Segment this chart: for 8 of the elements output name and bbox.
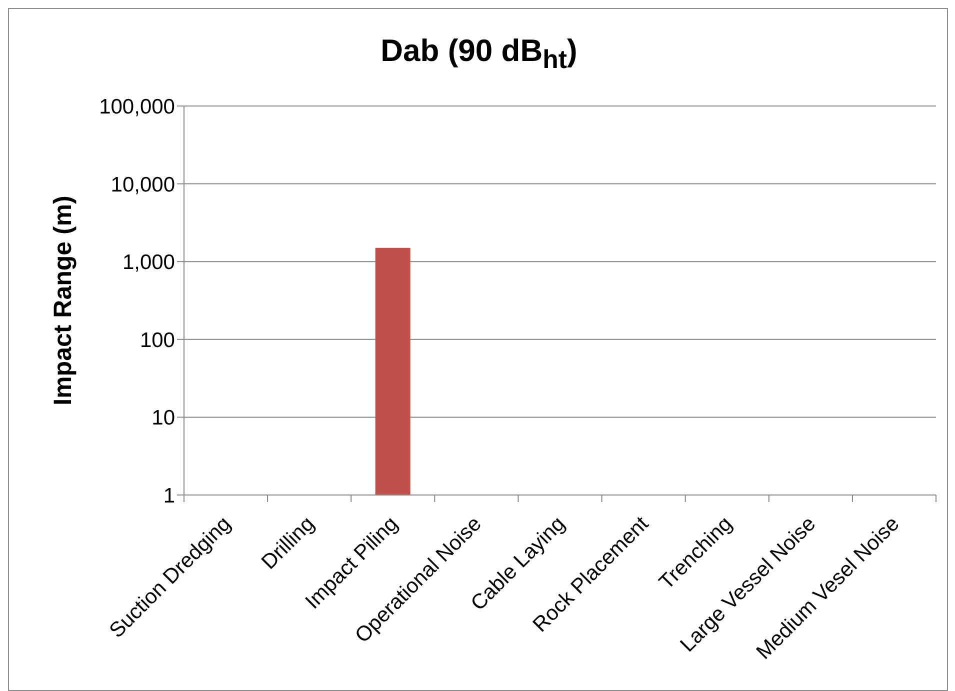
y-tick-label: 100,000 xyxy=(99,95,175,118)
y-tick-label: 1,000 xyxy=(122,251,175,274)
y-tick-label: 10 xyxy=(152,406,175,430)
y-tick-label: 100 xyxy=(140,328,175,352)
y-axis-title: Impact Range (m) xyxy=(49,196,77,406)
y-tick-label: 1 xyxy=(163,484,175,508)
chart-title: Dab (90 dB$_{ht}$) xyxy=(380,32,578,76)
y-tick-label: 10,000 xyxy=(110,173,175,196)
